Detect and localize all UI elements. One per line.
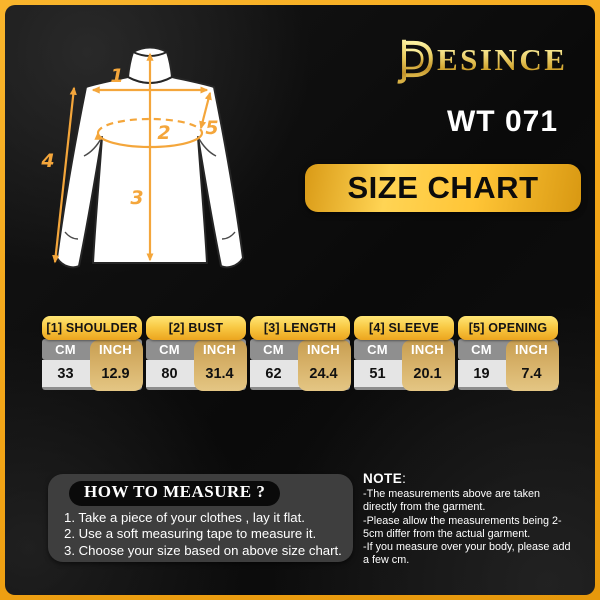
note-lines: -The measurements above are taken direct… (363, 488, 576, 568)
step-3: 3. Choose your size based on above size … (64, 542, 342, 558)
inch-label: INCH (411, 342, 444, 357)
note-line-3: -If you measure over your body, please a… (363, 541, 571, 567)
label-length: 3 (130, 187, 143, 209)
inch-value: 20.1 (413, 366, 442, 382)
label-sleeve: 4 (40, 150, 54, 172)
col-header: [5] OPENING (458, 316, 558, 340)
label-shoulder: 1 (110, 65, 123, 87)
note-line-1: -The measurements above are taken direct… (363, 488, 541, 514)
col-header: [2] BUST (146, 316, 246, 340)
brand-d-monogram-icon (397, 39, 433, 84)
inch-value: 24.4 (309, 366, 338, 382)
label-bust: 2 (157, 122, 170, 144)
inch-value: 12.9 (101, 366, 130, 382)
size-table: [1] SHOULDER CM INCH 33 12.9 [2] BUST CM IN… (42, 316, 559, 391)
brand-logo: ESINCE (393, 37, 567, 85)
inch-value: 31.4 (205, 366, 234, 382)
size-col-sleeve: [4] SLEEVE CM INCH 51 20.1 (354, 316, 455, 391)
inch-label: INCH (515, 342, 548, 357)
step-2: 2. Use a soft measuring tape to measure … (64, 526, 317, 542)
inch-value: 7.4 (521, 366, 542, 382)
cm-value: 62 (265, 366, 282, 382)
cm-label: CM (159, 342, 180, 357)
note-section: NOTE: -The measurements above are taken … (363, 471, 576, 568)
col-header: [4] SLEEVE (354, 316, 454, 340)
inch-label: INCH (307, 342, 340, 357)
measurement-annotations: 1 2 3 4 5 (40, 52, 219, 264)
poster-canvas: 1 2 3 4 5 (5, 5, 595, 595)
size-col-shoulder: [1] SHOULDER CM INCH 33 12.9 (42, 316, 143, 391)
cm-label: CM (367, 342, 388, 357)
inch-highlight (506, 340, 559, 391)
garment-diagram: 1 2 3 4 5 (40, 46, 244, 269)
size-col-opening: [5] OPENING CM INCH 19 7.4 (458, 316, 559, 391)
inch-label: INCH (203, 342, 236, 357)
cm-label: CM (471, 342, 492, 357)
cm-value: 19 (473, 366, 490, 382)
step-1: 1. Take a piece of your clothes , lay it… (64, 510, 305, 525)
size-chart-banner: SIZE CHART (305, 164, 581, 212)
how-to-measure-steps: 1. Take a piece of your clothes , lay it… (64, 510, 347, 559)
size-col-length: [3] LENGTH CM INCH 62 24.4 (250, 316, 351, 391)
how-to-measure-title: HOW TO MEASURE ? (69, 481, 281, 506)
cm-value: 80 (161, 366, 178, 382)
inch-highlight (298, 340, 351, 391)
note-line-2: -Please allow the measurements being 2-5… (363, 514, 562, 540)
brand-wordmark: ESINCE (437, 42, 568, 77)
note-title: NOTE (363, 471, 403, 486)
size-chart-title: SIZE CHART (347, 170, 539, 205)
inch-label: INCH (99, 342, 132, 357)
inch-highlight (402, 340, 455, 391)
cm-label: CM (263, 342, 284, 357)
label-opening: 5 (205, 117, 218, 139)
note-colon: : (402, 471, 407, 486)
inch-highlight (194, 340, 247, 391)
how-to-measure-box: HOW TO MEASURE ? 1. Take a piece of your… (48, 474, 353, 562)
col-header: [1] SHOULDER (42, 316, 142, 340)
size-col-bust: [2] BUST CM INCH 80 31.4 (146, 316, 247, 391)
inch-highlight (90, 340, 143, 391)
cm-value: 51 (369, 366, 386, 382)
cm-value: 33 (57, 366, 74, 382)
cm-label: CM (55, 342, 76, 357)
col-header: [3] LENGTH (250, 316, 350, 340)
product-code: WT 071 (446, 105, 558, 138)
